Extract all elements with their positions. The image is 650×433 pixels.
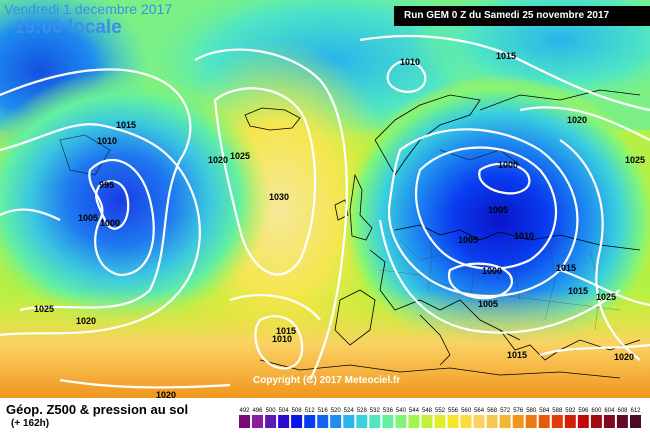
legend-swatch-608 [616, 415, 628, 428]
legend-swatch-600 [590, 415, 602, 428]
legend-swatch-612 [630, 415, 641, 428]
legend-swatch-544 [408, 415, 420, 428]
legend-label-508: 508 [292, 408, 303, 414]
legend-swatch-520 [330, 415, 342, 428]
legend-swatch-496 [252, 415, 263, 428]
legend-swatch-516 [317, 415, 329, 428]
isobar-label-1015-e: 1015 [507, 350, 527, 360]
isobar-label-1015-f: 1015 [276, 326, 296, 336]
legend-label-528: 528 [357, 408, 368, 414]
legend-label-536: 536 [383, 408, 394, 414]
isobar-label-1020-b: 1020 [208, 155, 228, 165]
legend-label-596: 596 [578, 408, 589, 414]
legend-label-568: 568 [487, 408, 498, 414]
legend-label-592: 592 [565, 408, 576, 414]
forecast-lead-time: (+ 162h) [11, 418, 50, 429]
legend-label-556: 556 [448, 408, 459, 414]
isobar-label-1010-b: 1010 [400, 57, 420, 67]
legend-label-580: 580 [526, 408, 537, 414]
weather-map: 1015 1010 995 1005 1000 1025 1020 1020 1… [0, 0, 650, 398]
legend-label-516: 516 [318, 408, 329, 414]
isobar-label-1000-a: 1000 [100, 218, 120, 228]
legend-label-612: 612 [630, 408, 641, 414]
isobar-label-1015-c: 1015 [556, 263, 576, 273]
legend-swatch-540 [395, 415, 407, 428]
legend-swatch-532 [369, 415, 381, 428]
legend-swatch-508 [291, 415, 303, 428]
isobar-label-1000-b: 1000 [498, 160, 518, 170]
isobar-label-1005-d: 1005 [478, 299, 498, 309]
legend-label-584: 584 [539, 408, 550, 414]
legend-swatch-580 [525, 415, 537, 428]
isobar-label-1025-d: 1025 [596, 292, 616, 302]
isobar-label-1025-c: 1025 [625, 155, 645, 165]
legend-swatch-536 [382, 415, 394, 428]
isobar-label-1005-a: 1005 [78, 213, 98, 223]
legend-swatch-584 [538, 415, 550, 428]
legend-swatch-504 [278, 415, 290, 428]
legend-label-540: 540 [396, 408, 407, 414]
isobar-label-1010-a: 1010 [97, 136, 117, 146]
isobar-label-1020-a: 1020 [76, 316, 96, 326]
isobar-label-1020-c: 1020 [567, 115, 587, 125]
legend-swatch-492 [239, 415, 250, 428]
legend-label-548: 548 [422, 408, 433, 414]
legend-swatch-596 [577, 415, 589, 428]
isobar-label-1025-a: 1025 [34, 304, 54, 314]
isobar-label-1015-a: 1015 [116, 120, 136, 130]
isobar-label-1005-b: 1005 [488, 205, 508, 215]
legend-label-532: 532 [370, 408, 381, 414]
legend-swatch-604 [603, 415, 615, 428]
map-title: Géop. Z500 & pression au sol [6, 402, 189, 417]
legend-label-572: 572 [500, 408, 511, 414]
legend-swatch-552 [434, 415, 446, 428]
legend-label-576: 576 [513, 408, 524, 414]
legend-label-608: 608 [617, 408, 628, 414]
legend-swatch-564 [473, 415, 485, 428]
color-scale-legend: 492 496 500 504 508 512 516 520 524 528 532 536 540 5… [239, 408, 641, 428]
legend-swatch-572 [499, 415, 511, 428]
legend-label-544: 544 [409, 408, 420, 414]
isobar-label-1000-c: 1000 [482, 266, 502, 276]
isobar-label-1030: 1030 [269, 192, 289, 202]
legend-swatch-576 [512, 415, 524, 428]
isobar-label-1020-e: 1020 [156, 390, 176, 398]
legend-swatch-500 [265, 415, 277, 428]
forecast-date: Vendredi 1 decembre 2017 [4, 1, 173, 17]
legend-label-600: 600 [591, 408, 602, 414]
isobar-label-995: 995 [99, 180, 114, 190]
legend-swatch-512 [304, 415, 316, 428]
legend-label-552: 552 [435, 408, 446, 414]
run-info-banner: Run GEM 0 Z du Samedi 25 novembre 2017 [394, 6, 650, 26]
legend-label-564: 564 [474, 408, 485, 414]
isobar-label-1010-d: 1010 [272, 334, 292, 344]
legend-swatch-588 [551, 415, 563, 428]
forecast-time: 19:00 locale [14, 17, 122, 38]
legend-swatch-560 [460, 415, 472, 428]
isobar-label-1015-b: 1015 [496, 51, 516, 61]
legend-swatch-528 [356, 415, 368, 428]
legend-swatch-548 [421, 415, 433, 428]
isobar-label-1015-d: 1015 [568, 286, 588, 296]
isobars [0, 35, 650, 389]
legend-label-504: 504 [279, 408, 290, 414]
legend-swatch-592 [564, 415, 576, 428]
legend-label-492: 492 [239, 408, 250, 414]
isobar-label-1005-c: 1005 [458, 235, 478, 245]
legend-label-604: 604 [604, 408, 615, 414]
legend-swatch-556 [447, 415, 459, 428]
legend-swatch-524 [343, 415, 355, 428]
legend-label-500: 500 [266, 408, 277, 414]
isobar-label-1025-b: 1025 [230, 151, 250, 161]
isobar-label-1020-d: 1020 [614, 352, 634, 362]
legend-label-520: 520 [331, 408, 342, 414]
legend-label-524: 524 [344, 408, 355, 414]
legend-swatch-568 [486, 415, 498, 428]
isobar-label-1010-c: 1010 [514, 231, 534, 241]
legend-label-588: 588 [552, 408, 563, 414]
legend-label-560: 560 [461, 408, 472, 414]
copyright-notice: Copyright (C) 2017 Meteociel.fr [253, 375, 401, 386]
legend-label-496: 496 [252, 408, 263, 414]
legend-label-512: 512 [305, 408, 316, 414]
